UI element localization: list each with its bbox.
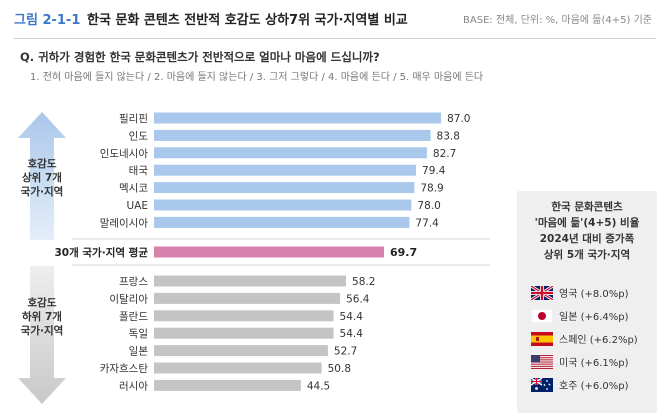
average-category-label: 30개 국가·지역 평균 — [54, 246, 148, 259]
top-group-indicator: 호감도 상위 7개 국가·지역 — [14, 110, 70, 240]
bottom-value-label: 56.4 — [346, 293, 370, 305]
bottom-group-label-line: 호감도 — [27, 297, 57, 309]
top-category-label: 말레이시아 — [100, 217, 149, 229]
panel-title-line: 2024년 대비 증가폭 — [539, 233, 635, 245]
top-category-label: UAE — [126, 200, 148, 212]
answer-scale: 1. 전혀 마음에 들지 않는다 / 2. 마음에 들지 않는다 / 3. 그저… — [30, 72, 484, 83]
usa-flag-icon — [531, 354, 553, 369]
bottom-category-label: 카자흐스탄 — [100, 363, 149, 375]
bottom-group-label: 호감도 하위 7개 국가·지역 — [14, 296, 70, 338]
top-bar — [154, 112, 442, 124]
top-category-label: 태국 — [129, 165, 149, 177]
down-arrow-icon — [18, 266, 66, 404]
list-item: 일본 (+6.4%p) — [531, 304, 651, 327]
top-group-label: 호감도 상위 7개 국가·지역 — [14, 157, 70, 199]
bottom-value-label: 58.2 — [352, 276, 375, 288]
top-group-label-line: 호감도 — [27, 158, 57, 170]
list-item-text: 영국 (+8.0%p) — [559, 289, 629, 300]
list-item: 미국 (+6.1%p) — [531, 350, 651, 373]
bottom-category-label: 러시아 — [119, 380, 148, 392]
up-arrow-icon — [18, 112, 66, 240]
top-category-label: 멕시코 — [119, 183, 148, 195]
top-bar — [154, 129, 431, 141]
list-item: 영국 (+8.0%p) — [531, 281, 651, 304]
panel-title-line: 한국 문화콘텐츠 — [551, 201, 623, 213]
top-value-label: 79.4 — [422, 165, 446, 177]
top-value-label: 87.0 — [447, 113, 470, 125]
list-item: 호주 (+6.0%p) — [531, 373, 651, 396]
bottom-value-label: 44.5 — [307, 380, 330, 392]
average-value-label: 69.7 — [390, 246, 417, 259]
top-group-label-line: 국가·지역 — [20, 186, 64, 198]
spain-flag-icon — [531, 331, 553, 346]
increase-panel-title: 한국 문화콘텐츠 '마음에 듦'(4+5) 비율 2024년 대비 증가폭 상위… — [517, 199, 657, 263]
top-value-label: 78.9 — [420, 183, 443, 195]
list-item-text: 스페인 (+6.2%p) — [559, 335, 638, 346]
top-value-label: 83.8 — [437, 130, 460, 142]
bottom-bar — [154, 275, 347, 287]
increase-list: 영국 (+8.0%p) 일본 (+6.4%p) 스페인 (+6.2%p) — [531, 281, 651, 396]
top-bar — [154, 182, 415, 194]
figure-number: 그림 2-1-1 — [14, 13, 81, 28]
list-item-text: 미국 (+6.1%p) — [559, 358, 629, 369]
base-note: BASE: 전체, 단위: %, 마음에 듦(4+5) 기준 — [463, 15, 652, 26]
panel-title-line: '마음에 듦'(4+5) 비율 — [534, 217, 640, 229]
bottom-category-label: 독일 — [129, 327, 148, 340]
panel-title-line: 상위 5개 국가·지역 — [543, 249, 631, 261]
increase-panel: 한국 문화콘텐츠 '마음에 듦'(4+5) 비율 2024년 대비 증가폭 상위… — [517, 191, 657, 413]
bottom-group-label-line: 국가·지역 — [20, 325, 64, 337]
uk-flag-icon — [531, 285, 553, 300]
bottom-bar — [154, 345, 328, 357]
list-item-text: 호주 (+6.0%p) — [559, 381, 629, 392]
top-value-label: 82.7 — [433, 148, 456, 160]
header-divider — [14, 38, 656, 39]
bottom-category-label: 폴란드 — [119, 311, 148, 323]
top-bar — [154, 164, 417, 176]
bottom-bar — [154, 310, 334, 322]
top-value-label: 77.4 — [415, 217, 439, 229]
top-value-label: 78.0 — [417, 200, 440, 212]
bottom-bar — [154, 362, 322, 374]
top-group-label-line: 상위 7개 — [22, 172, 62, 184]
top-bar — [154, 147, 427, 159]
average-bar — [154, 246, 385, 258]
top-category-label: 필리핀 — [119, 113, 148, 125]
bottom-bar — [154, 379, 301, 391]
bottom-bar — [154, 327, 334, 339]
bottom-value-label: 54.4 — [340, 328, 364, 340]
bottom-value-label: 50.8 — [328, 363, 351, 375]
top-bar — [154, 216, 410, 228]
list-item-text: 일본 (+6.4%p) — [559, 312, 629, 323]
figure-title: 한국 문화 콘텐츠 전반적 호감도 상하7위 국가·지역별 비교 — [87, 13, 408, 28]
bottom-category-label: 이탈리아 — [109, 292, 148, 305]
bottom-bar — [154, 292, 341, 304]
australia-flag-icon — [531, 377, 553, 392]
top-category-label: 인도네시아 — [100, 148, 149, 160]
bottom-value-label: 54.4 — [340, 311, 364, 323]
bottom-value-label: 52.7 — [334, 346, 357, 358]
bottom-category-label: 프랑스 — [119, 276, 148, 288]
list-item: 스페인 (+6.2%p) — [531, 327, 651, 350]
bottom-group-label-line: 하위 7개 — [22, 311, 62, 323]
top-bar — [154, 199, 412, 211]
bottom-group-indicator: 호감도 하위 7개 국가·지역 — [14, 266, 70, 406]
bottom-category-label: 일본 — [129, 345, 149, 358]
top-category-label: 인도 — [129, 130, 149, 142]
japan-flag-icon — [531, 308, 553, 323]
survey-question: Q. 귀하가 경험한 한국 문화콘텐츠가 전반적으로 얼마나 마음에 드십니까? — [20, 50, 380, 64]
figure-header: 그림 2-1-1 한국 문화 콘텐츠 전반적 호감도 상하7위 국가·지역별 비… — [14, 9, 656, 35]
